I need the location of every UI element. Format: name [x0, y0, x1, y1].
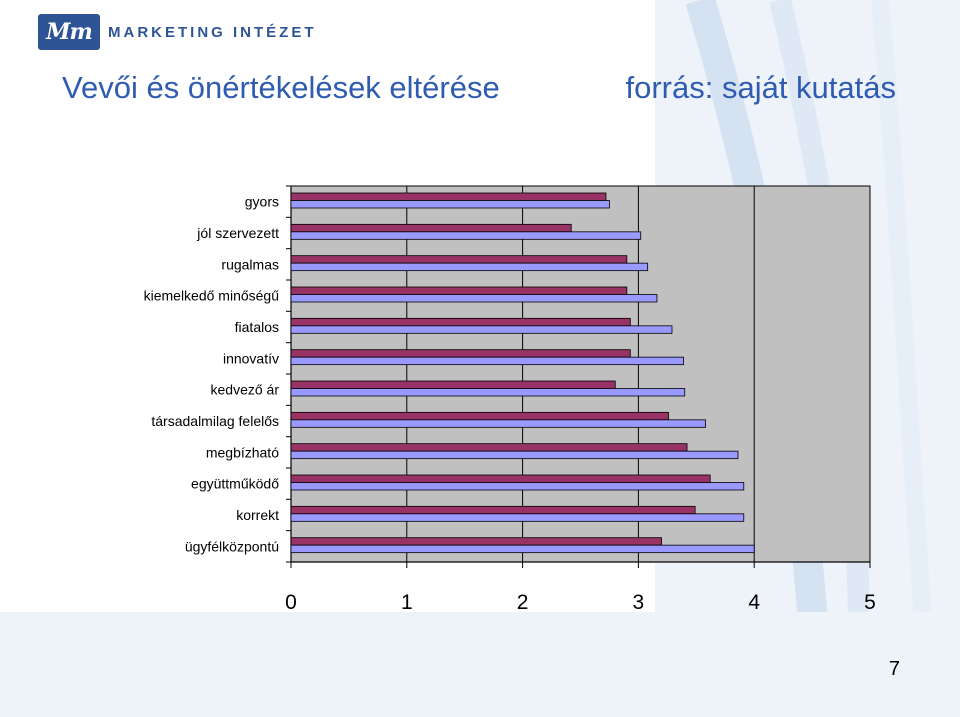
- bar-series-1: [290, 505, 696, 515]
- x-tick-label: 5: [864, 591, 876, 614]
- bar-series-2: [290, 388, 686, 397]
- category-label: innovatív: [223, 350, 279, 366]
- logo-mark: Mm: [38, 14, 100, 50]
- slide-source: forrás: saját kutatás: [625, 70, 896, 105]
- bar-series-1: [290, 349, 631, 358]
- bar-series-2: [290, 513, 745, 522]
- category-label: ügyfélközpontú: [185, 538, 279, 554]
- category-label: megbízható: [206, 444, 279, 460]
- bar-series-2: [290, 419, 706, 428]
- bar-series-2: [290, 294, 658, 303]
- bar-series-2: [290, 356, 684, 366]
- category-label: fiatalos: [235, 319, 279, 335]
- x-tick-label: 2: [517, 591, 529, 614]
- bar-series-1: [290, 255, 628, 264]
- category-label: társadalmilag felelős: [151, 413, 279, 429]
- bar-series-1: [290, 192, 607, 201]
- bar-series-2: [290, 450, 739, 460]
- bar-series-1: [290, 380, 616, 389]
- bar-series-1: [290, 317, 631, 327]
- bar-series-2: [290, 200, 610, 209]
- bar-series-2: [290, 231, 642, 240]
- plot-area: [291, 186, 870, 562]
- bar-series-1: [290, 411, 669, 421]
- bar-series-1: [290, 443, 688, 452]
- bar-series-2: [290, 482, 745, 491]
- category-label: korrekt: [236, 507, 279, 523]
- x-tick-label: 0: [285, 591, 297, 614]
- page-number: 7: [888, 658, 900, 680]
- bar-series-2: [290, 325, 673, 334]
- category-label: kedvező ár: [211, 382, 280, 398]
- bar-series-1: [290, 286, 628, 295]
- category-label: együttműködő: [191, 476, 279, 492]
- slide-title: Vevői és önértékelések eltérése: [62, 70, 500, 105]
- category-label: gyors: [245, 194, 279, 210]
- bar-series-1: [290, 537, 662, 546]
- x-tick-label: 4: [748, 591, 760, 614]
- logo-text: MARKETING INTÉZET: [108, 23, 317, 41]
- logo: Mm MARKETING INTÉZET: [38, 12, 338, 52]
- x-tick-label: 3: [633, 591, 645, 614]
- bar-series-2: [290, 262, 649, 272]
- category-label: rugalmas: [221, 256, 279, 272]
- category-label: kiemelkedő minőségű: [144, 288, 280, 304]
- bar-series-1: [290, 223, 572, 233]
- x-tick-label: 1: [401, 591, 413, 614]
- bar-series-1: [290, 474, 711, 483]
- bar-series-2: [290, 544, 755, 554]
- category-label: jól szervezett: [196, 225, 279, 241]
